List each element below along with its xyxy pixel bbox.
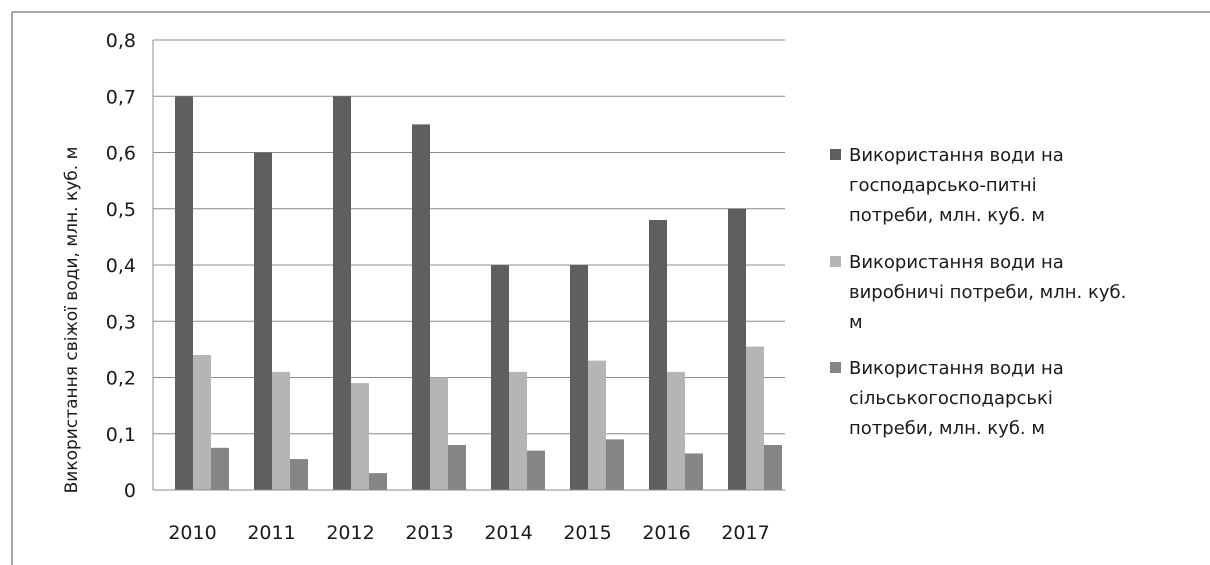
legend-label-series-2: Використання води на <box>849 252 1064 273</box>
legend-label-series-3: потреби, млн. куб. м <box>849 418 1045 439</box>
axes <box>152 40 785 491</box>
x-tick-label: 2015 <box>563 522 611 544</box>
x-tick-label: 2010 <box>168 522 216 544</box>
y-tick-label: 0,7 <box>106 86 136 108</box>
bar-series-1-2012 <box>333 96 351 490</box>
legend-label-series-2: м <box>849 312 863 333</box>
bar-series-3-2017 <box>764 445 782 490</box>
y-axis-title: Використання свіжої води, млн. куб. м <box>62 147 82 494</box>
bar-series-2-2011 <box>272 371 290 490</box>
gridlines <box>153 39 785 435</box>
bars <box>175 96 782 490</box>
x-tick-label: 2012 <box>326 522 374 544</box>
bar-series-3-2011 <box>290 459 308 490</box>
x-tick-labels: 2010 2011 2012 2013 2014 2015 2016 2017 <box>168 522 769 544</box>
legend: Використання води на господарсько-питні по… <box>830 145 1126 439</box>
x-tick-label: 2016 <box>642 522 690 544</box>
bar-series-3-2015 <box>606 439 624 490</box>
legend-swatch-series-1 <box>830 149 841 160</box>
legend-label-series-1: потреби, млн. куб. м <box>849 205 1045 226</box>
bar-series-3-2014 <box>527 450 545 490</box>
bar-series-2-2017 <box>746 346 764 490</box>
y-tick-label: 0,6 <box>106 143 136 165</box>
bar-series-3-2016 <box>685 453 703 490</box>
bar-series-1-2017 <box>728 208 746 490</box>
bar-series-2-2014 <box>509 371 527 490</box>
bar-series-2-2015 <box>588 360 606 490</box>
x-tick-label: 2011 <box>247 522 295 544</box>
y-tick-label: 0,4 <box>106 255 136 277</box>
x-tick-label: 2013 <box>405 522 453 544</box>
bar-series-1-2013 <box>412 124 430 490</box>
bar-series-2-2010 <box>193 355 211 490</box>
y-tick-label: 0 <box>124 480 136 502</box>
bar-series-1-2015 <box>570 265 588 490</box>
bar-series-1-2010 <box>175 96 193 490</box>
bar-series-3-2013 <box>448 445 466 490</box>
bar-series-1-2016 <box>649 220 667 490</box>
legend-swatch-series-2 <box>830 256 841 267</box>
bar-series-3-2012 <box>369 473 387 490</box>
bar-series-1-2011 <box>254 152 272 490</box>
bar-series-2-2013 <box>430 377 448 490</box>
legend-label-series-3: сільськогосподарські <box>849 388 1053 409</box>
legend-label-series-1: Використання води на <box>849 145 1064 166</box>
legend-label-series-2: виробничі потреби, млн. куб. <box>849 282 1126 303</box>
legend-label-series-3: Використання води на <box>849 358 1064 379</box>
y-tick-label: 0,5 <box>106 199 136 221</box>
bar-series-1-2014 <box>491 265 509 490</box>
legend-swatch-series-3 <box>830 362 841 373</box>
y-tick-label: 0,3 <box>106 311 136 333</box>
y-tick-label: 0,8 <box>106 30 136 52</box>
bar-series-2-2012 <box>351 383 369 490</box>
y-tick-labels: 0 0,1 0,2 0,3 0,4 0,5 0,6 0,7 0,8 <box>106 30 136 502</box>
y-tick-label: 0,1 <box>106 424 136 446</box>
bar-series-3-2010 <box>211 447 229 490</box>
x-tick-label: 2017 <box>721 522 769 544</box>
x-tick-label: 2014 <box>484 522 532 544</box>
y-tick-label: 0,2 <box>106 368 136 390</box>
bar-series-2-2016 <box>667 371 685 490</box>
legend-label-series-1: господарсько-питні <box>849 175 1037 196</box>
